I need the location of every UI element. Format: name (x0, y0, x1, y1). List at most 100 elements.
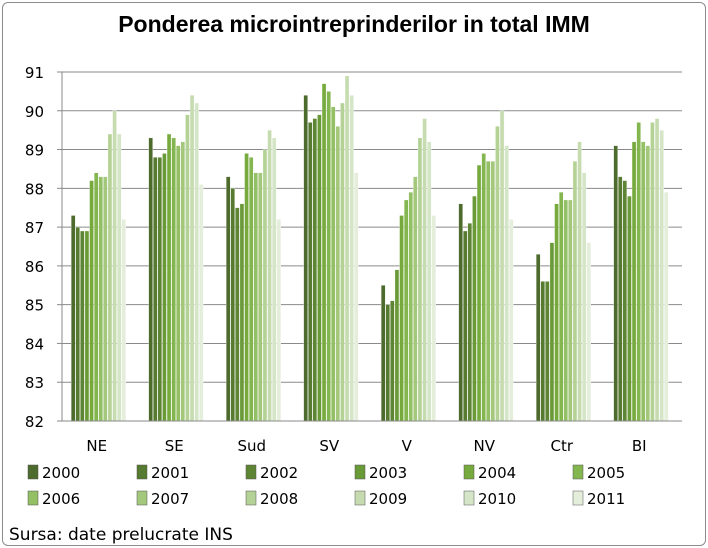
bar (645, 145, 650, 422)
bar (258, 172, 263, 422)
bars-layer (71, 75, 669, 422)
bar (180, 141, 186, 422)
bar (659, 130, 664, 422)
bar (504, 145, 509, 422)
bar (499, 110, 505, 422)
legend-swatch (354, 490, 366, 506)
bar (563, 199, 568, 422)
x-tick-label: V (402, 437, 413, 455)
bar (89, 180, 94, 422)
bar (654, 118, 660, 422)
bar (157, 157, 163, 422)
bar (417, 137, 423, 422)
legend-swatch (27, 464, 39, 480)
legend-label: 2006 (42, 490, 80, 508)
y-tick-label: 83 (25, 374, 44, 392)
bar (467, 223, 473, 422)
bar (509, 219, 514, 422)
x-tick-label: NV (474, 437, 496, 455)
bar (153, 157, 158, 422)
bar (540, 281, 545, 422)
bar (262, 149, 268, 422)
bar (148, 137, 153, 422)
bar (380, 285, 386, 422)
bar (582, 172, 587, 422)
legend-label: 2010 (478, 490, 516, 508)
x-tick-label: SV (319, 437, 340, 455)
bar (458, 203, 463, 422)
bar (335, 126, 341, 422)
bar (476, 164, 482, 422)
bar (586, 242, 591, 422)
bar (631, 141, 637, 422)
bar (71, 215, 76, 422)
x-tick-label: BI (632, 437, 647, 455)
bar (354, 172, 359, 422)
bar (618, 176, 623, 422)
bar (225, 176, 231, 422)
bar (199, 184, 204, 422)
legend-swatch (27, 490, 39, 506)
bar (166, 133, 172, 422)
legend-swatch (136, 490, 148, 506)
legend-swatch (463, 464, 475, 480)
legend-label: 2000 (42, 464, 80, 482)
bar (545, 281, 550, 422)
bar (248, 157, 254, 422)
legend-swatch (572, 490, 584, 506)
bar (399, 215, 404, 422)
legend-label: 2001 (151, 464, 189, 482)
bar (554, 203, 559, 422)
bar (303, 95, 308, 422)
legend-label: 2009 (369, 490, 407, 508)
bar (490, 161, 496, 422)
bar (536, 254, 541, 422)
bar (244, 153, 249, 422)
bar (613, 145, 618, 422)
bar (121, 219, 126, 422)
bar (98, 176, 103, 422)
bar (559, 192, 564, 422)
bar (185, 114, 190, 422)
bar (394, 269, 400, 422)
legend-swatch (463, 490, 475, 506)
bar (426, 141, 432, 422)
axis-layer: 82 83 84 85 86 87 88 89 90 91 NE SE Sud SV V NV Ctr BI (25, 64, 682, 455)
bar (253, 172, 258, 422)
legend-swatch (245, 464, 257, 480)
bar (650, 122, 655, 422)
y-tick-label: 89 (25, 142, 44, 160)
bar (408, 192, 413, 422)
bar (331, 106, 336, 422)
x-tick-label: Sud (237, 437, 266, 455)
legend-label: 2007 (151, 490, 189, 508)
y-tick-label: 88 (25, 180, 44, 198)
legend-label: 2002 (260, 464, 298, 482)
bar (385, 304, 390, 422)
bar (321, 83, 327, 422)
y-tick-label: 86 (25, 258, 44, 276)
bar (162, 153, 167, 422)
bar (472, 195, 477, 422)
bar (107, 133, 113, 422)
legend-swatch (136, 464, 148, 480)
bar (486, 161, 491, 422)
bar (622, 180, 627, 422)
bar (340, 102, 345, 422)
bar (94, 172, 99, 422)
legend-label: 2008 (260, 490, 298, 508)
bar (641, 141, 646, 422)
bar (84, 230, 90, 422)
bar (171, 137, 176, 422)
bar (317, 114, 322, 422)
bar (308, 122, 313, 422)
bar (312, 118, 318, 422)
legend-label: 2005 (587, 464, 625, 482)
x-tick-label: NE (86, 437, 107, 455)
y-tick-label: 82 (25, 413, 44, 431)
bar (189, 95, 195, 422)
bar (326, 91, 331, 422)
bar (481, 153, 486, 422)
bar (112, 110, 117, 422)
y-tick-label: 85 (25, 297, 44, 315)
